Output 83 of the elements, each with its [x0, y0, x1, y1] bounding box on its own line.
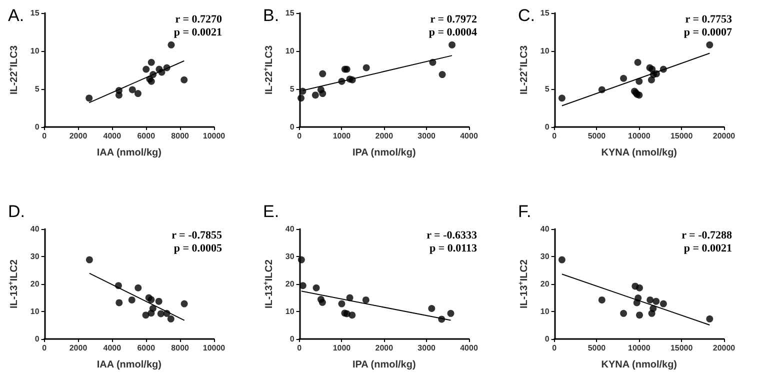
- x-tick-label: 4000: [460, 132, 478, 140]
- y-tick-label: 30: [30, 252, 40, 261]
- x-tick-label: 0: [42, 344, 48, 352]
- chart-title: C.: [518, 6, 535, 25]
- x-axis-title: KYNA (nmol/kg): [601, 148, 678, 158]
- x-tick-label: 5000: [588, 344, 606, 352]
- y-tick-label: 20: [30, 280, 40, 288]
- x-axis-title: IAA (nmol/kg): [96, 148, 162, 158]
- x-tick-label: 2000: [69, 132, 88, 140]
- annotation: p = 0.0021: [684, 242, 732, 254]
- x-tick-label: 0: [552, 132, 558, 140]
- annotation: r = -0.7288: [682, 230, 732, 242]
- chart-title: B.: [263, 6, 280, 25]
- annotation: p = 0.0113: [429, 242, 478, 254]
- annotation: p = 0.0005: [174, 242, 222, 254]
- y-tick-label: 40: [285, 224, 295, 234]
- annotation: r = -0.6333: [426, 230, 478, 242]
- annotation: p = 0.0021: [174, 26, 222, 38]
- x-axis-title: IPA (nmol/kg): [352, 148, 416, 158]
- y-tick-label: 10: [540, 46, 550, 56]
- y-tick-label: 5: [544, 84, 550, 94]
- x-tick-label: 6000: [137, 132, 156, 140]
- x-tick-label: 8000: [171, 344, 190, 352]
- x-tick-label: 3000: [418, 132, 436, 140]
- y-tick-label: 20: [285, 280, 295, 288]
- y-tick-label: 5: [290, 84, 295, 94]
- chart-title: F.: [518, 202, 532, 221]
- y-tick-label: 10: [285, 307, 295, 316]
- x-tick-label: 0: [297, 344, 302, 352]
- annotation: r = 0.7270: [175, 14, 222, 26]
- annotation: r = -0.7855: [172, 230, 222, 242]
- y-tick-label: 0: [34, 334, 40, 344]
- y-tick-label: 0: [544, 334, 550, 344]
- x-tick-label: 10000: [202, 132, 226, 140]
- x-tick-label: 1000: [332, 132, 352, 140]
- y-tick-label: 10: [30, 46, 40, 56]
- y-tick-label: 10: [540, 307, 550, 316]
- y-tick-label: 40: [540, 224, 550, 234]
- x-tick-label: 4000: [103, 132, 122, 140]
- y-tick-label: 10: [30, 307, 40, 316]
- chart-title: D.: [8, 202, 25, 221]
- y-tick-label: 0: [34, 122, 40, 132]
- y-tick-label: 0: [544, 122, 550, 132]
- y-tick-label: 20: [540, 280, 550, 288]
- x-tick-label: 10000: [628, 344, 651, 352]
- chart-title: A.: [8, 6, 24, 25]
- x-tick-label: 10000: [202, 344, 226, 352]
- x-tick-label: 4000: [460, 344, 478, 352]
- y-tick-label: 15: [540, 8, 550, 18]
- annotation: r = 0.7753: [685, 14, 732, 26]
- x-tick-label: 0: [297, 132, 302, 140]
- x-tick-label: 3000: [418, 344, 436, 352]
- y-tick-label: 30: [540, 252, 550, 261]
- x-axis-title: KYNA (nmol/kg): [601, 360, 678, 370]
- x-tick-label: 20000: [712, 344, 736, 352]
- x-tick-label: 8000: [171, 132, 190, 140]
- x-tick-label: 5000: [588, 132, 606, 140]
- x-tick-label: 0: [42, 132, 48, 140]
- y-tick-label: 40: [30, 224, 40, 234]
- x-tick-label: 4000: [103, 344, 122, 352]
- y-tick-label: 10: [285, 46, 295, 56]
- x-tick-label: 15000: [670, 132, 694, 140]
- x-tick-label: 1000: [332, 344, 352, 352]
- annotation: p = 0.0004: [428, 26, 478, 38]
- x-tick-label: 2000: [375, 344, 394, 352]
- annotation: p = 0.0007: [684, 26, 732, 38]
- y-tick-label: 15: [285, 8, 295, 18]
- y-tick-label: 30: [285, 252, 295, 261]
- x-tick-label: 2000: [375, 132, 394, 140]
- x-axis-title: IAA (nmol/kg): [96, 360, 162, 370]
- x-tick-label: 20000: [712, 132, 736, 140]
- x-tick-label: 0: [552, 344, 558, 352]
- chart-title: E.: [263, 202, 280, 221]
- x-tick-label: 10000: [628, 132, 651, 140]
- x-tick-label: 2000: [69, 344, 88, 352]
- x-axis-title: IPA (nmol/kg): [352, 360, 416, 370]
- annotation: r = 0.7972: [430, 14, 478, 26]
- x-tick-label: 6000: [137, 344, 156, 352]
- y-tick-label: 0: [290, 334, 295, 344]
- y-tick-label: 0: [290, 122, 295, 132]
- y-tick-label: 5: [34, 84, 40, 94]
- x-tick-label: 15000: [670, 344, 694, 352]
- y-tick-label: 15: [30, 8, 40, 18]
